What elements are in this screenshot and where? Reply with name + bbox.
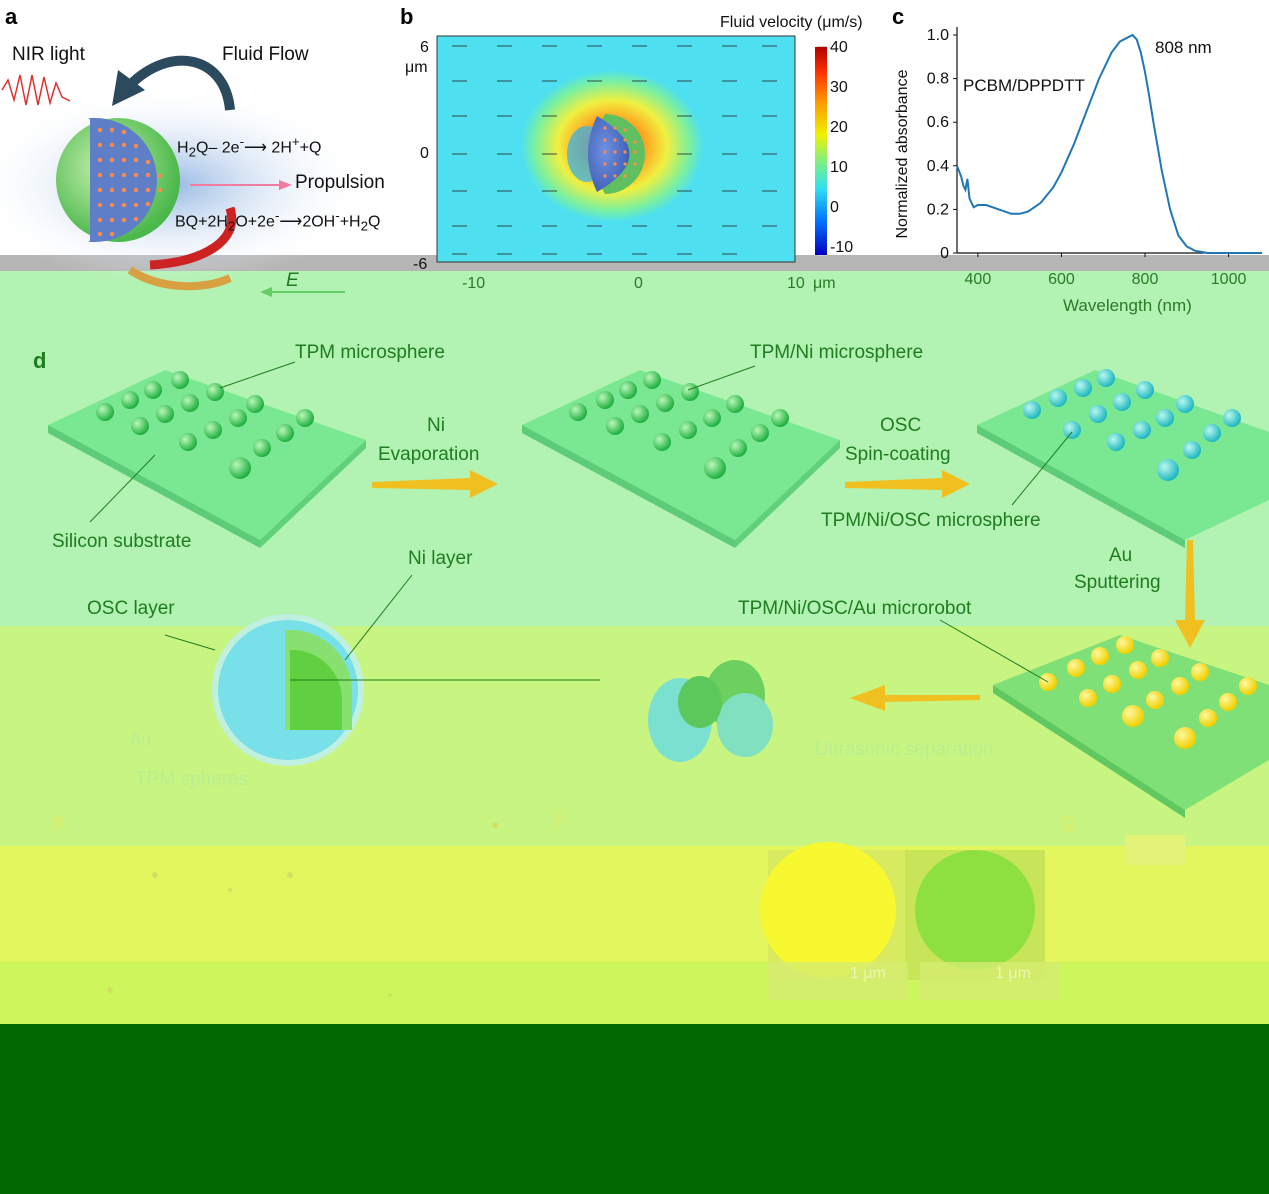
velocity-field-plot [436, 35, 827, 263]
x-tick-label: 400 [965, 271, 992, 288]
velocity-vectors [452, 45, 777, 255]
au-line1: Au [1109, 545, 1133, 566]
scale-bar-label-1: 1 μm [850, 965, 886, 982]
layered-sphere [212, 614, 364, 766]
panel-label-a: a [5, 4, 18, 29]
panel-label-d: d [33, 348, 47, 373]
b-y-unit: μm [405, 59, 428, 76]
y-tick-label: 1.0 [927, 27, 949, 44]
panel-label-g: g [1062, 808, 1076, 833]
x-tick-label: 600 [1048, 271, 1075, 288]
osc-layer-label: OSC layer [87, 598, 175, 619]
substrate-3 [977, 370, 1269, 548]
au-line2: Sputtering [1074, 572, 1161, 593]
nir-light-label: NIR light [12, 44, 85, 65]
ni-evap-line1: Ni [427, 415, 445, 436]
b-ytick-0: 0 [420, 145, 429, 162]
absorbance-series-line [956, 33, 1262, 254]
oxidation-equation: H2Q– 2e-⟶ 2H++Q [177, 134, 322, 160]
au-particle-sphere [760, 842, 896, 978]
osc-line2: Spin-coating [845, 444, 951, 465]
tpm-ni-microsphere-label: TPM/Ni microsphere [750, 342, 924, 363]
absorbance-chart: 0 0.2 0.4 0.6 0.8 1.0 400 600 800 1000 [927, 27, 1262, 288]
panel-a-illustration [0, 55, 370, 297]
colorbar-tick-30: 30 [830, 79, 848, 96]
b-xtick-m10: -10 [462, 275, 486, 292]
b-x-unit: μm [813, 275, 836, 292]
bottom-dark-band [0, 1024, 1269, 1194]
substrate-2 [522, 370, 840, 548]
fluid-flow-label: Fluid Flow [222, 44, 309, 65]
red-arrow [149, 206, 237, 270]
osc-line1: OSC [880, 415, 922, 436]
propulsion-label: Propulsion [295, 172, 385, 193]
velocity-colorbar [815, 47, 827, 255]
x-tick-label: 1000 [1211, 271, 1247, 288]
b-ytick-m6: -6 [413, 256, 428, 273]
colorbar-tick-m10: -10 [830, 239, 854, 256]
fluid-flow-arrow [126, 55, 235, 111]
tpm-ni-osc-label: TPM/Ni/OSC microsphere [821, 510, 1041, 531]
peak-annotation: 808 nm [1155, 38, 1212, 57]
y-tick-label: 0.8 [927, 71, 949, 88]
substrate-1 [48, 370, 366, 548]
panel-efg-band [0, 846, 1269, 962]
panel-label-b: b [400, 4, 414, 29]
tpm-spheres-label: TPM spheres [135, 769, 248, 790]
colorbar-tick-10: 10 [830, 159, 848, 176]
reduction-equation: BQ+2H2O+2e-⟶2OH-+H2Q [175, 208, 381, 234]
scale-box-1 [768, 962, 908, 1000]
separator-band [0, 255, 1269, 271]
microscopy-images [107, 822, 1185, 1000]
panel-label-f: f [555, 808, 563, 833]
arrow-ni-evaporation [372, 470, 498, 498]
robot-cap [88, 118, 157, 242]
orange-arrow [127, 266, 232, 291]
x-tick-label: 800 [1132, 271, 1159, 288]
colorbar-tick-40: 40 [830, 39, 848, 56]
x-axis-label: Wavelength (nm) [1063, 296, 1192, 315]
speckle-dots [107, 822, 498, 997]
e-field-label: E [286, 270, 299, 291]
arrow-au-sputtering [1175, 540, 1205, 648]
tpm-microsphere-label: TPM microsphere [295, 342, 445, 363]
colorbar-tick-0: 0 [830, 199, 839, 216]
au-label: Au [130, 730, 151, 749]
arrow-ultrasonic [850, 685, 980, 711]
fabrication-diagram [48, 361, 1269, 818]
b-xtick-10: 10 [787, 275, 805, 292]
silicon-substrate-label: Silicon substrate [52, 531, 192, 552]
series-label: PCBM/DPPDTT [963, 76, 1085, 95]
scale-bar-label-2: 1 μm [995, 965, 1031, 982]
panel-label-e: e [52, 808, 65, 833]
ni-evap-line2: Evaporation [378, 444, 480, 465]
colorbar-title: Fluid velocity (μm/s) [720, 14, 863, 31]
y-tick-label: 0 [940, 245, 949, 262]
b-ytick-6: 6 [420, 39, 429, 56]
nir-wave-icon [1, 74, 71, 106]
separated-robots [648, 660, 773, 762]
arrow-osc-spin-coating [845, 470, 970, 498]
osc-particle-sphere [915, 850, 1035, 970]
ultrasonic-label: Ultrasonic separation [815, 739, 994, 760]
cap-dots [97, 127, 163, 237]
y-tick-label: 0.4 [927, 158, 949, 175]
b-xtick-0: 0 [634, 275, 643, 292]
y-tick-label: 0.6 [927, 114, 949, 131]
g-header-box [1125, 835, 1185, 865]
y-tick-label: 0.2 [927, 201, 949, 218]
y-axis-label: Normalized absorbance [894, 69, 911, 239]
ni-layer-label: Ni layer [408, 548, 473, 569]
colorbar-tick-20: 20 [830, 119, 848, 136]
panel-label-c: c [892, 4, 905, 29]
scale-box-2 [920, 962, 1060, 1000]
tpm-ni-osc-au-label: TPM/Ni/OSC/Au microrobot [738, 598, 972, 619]
